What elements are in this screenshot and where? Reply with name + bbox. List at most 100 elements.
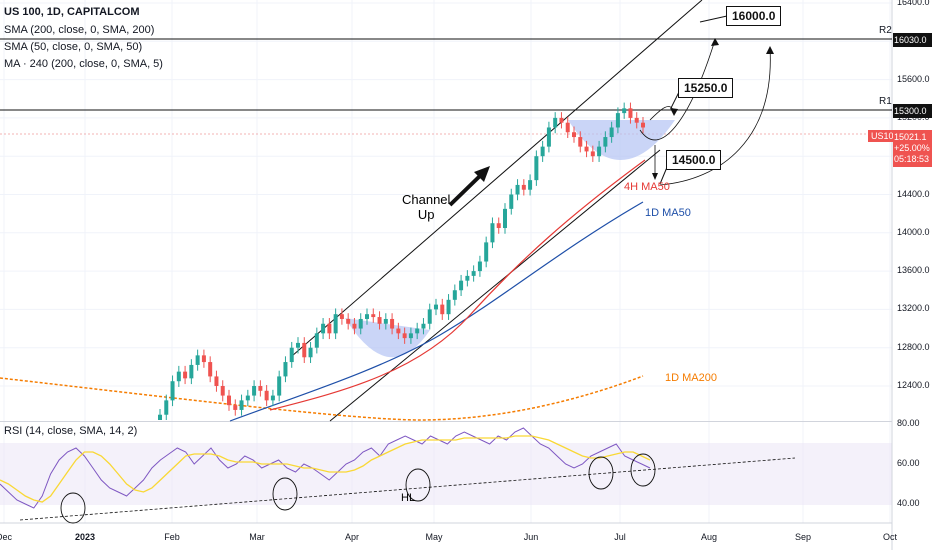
price-tick-label: 12400.0 [897, 380, 930, 390]
candle [615, 113, 620, 128]
candle [572, 132, 576, 138]
candle [408, 333, 413, 339]
candle [553, 117, 558, 128]
candle [220, 386, 225, 396]
candle [390, 318, 395, 329]
ma240-legend[interactable]: MA · 240 (200, close, 0, SMA, 5) [4, 58, 163, 70]
ma200-1d-label: 1D MA200 [665, 372, 717, 384]
candle [452, 290, 457, 300]
channel-lower-line [329, 149, 661, 422]
ma200-legend[interactable]: SMA (200, close, 0, SMA, 200) [4, 24, 155, 36]
r2-price-tag: 16030.0 [893, 33, 932, 47]
candle [164, 400, 169, 415]
arrowhead-2 [766, 46, 774, 54]
callout-pointer-1 [699, 15, 728, 23]
rsi-series [0, 427, 651, 509]
rsi-circle-3 [405, 468, 431, 502]
pattern-fill-1 [345, 318, 430, 358]
candle [503, 208, 507, 229]
candle [308, 347, 313, 358]
candle [590, 151, 595, 157]
rsi-circle-5 [630, 453, 656, 487]
rsi-band [0, 443, 892, 505]
time-tick-label: Feb [164, 532, 180, 542]
candle [641, 122, 645, 128]
channel-label-line1: Channel [402, 192, 451, 207]
candle [421, 323, 426, 329]
rsi-line [0, 427, 651, 509]
candle [597, 146, 602, 157]
rsi-ma-line [0, 435, 651, 503]
candle [201, 355, 206, 363]
candle [603, 137, 608, 147]
time-tick-label: May [425, 532, 443, 542]
candle [609, 127, 614, 138]
candle [214, 376, 219, 386]
projection-arrow-2 [639, 39, 716, 141]
candle [446, 299, 451, 315]
channel-upper-line [291, 0, 703, 357]
candle [559, 117, 564, 123]
projection-arrow-4 [659, 47, 771, 186]
ma50-1d-line [229, 201, 644, 422]
price-tick-label: 13200.0 [897, 303, 930, 314]
candle [521, 184, 526, 190]
candle [358, 318, 363, 329]
channel-arrow-shaft [448, 170, 486, 207]
candle [484, 242, 489, 262]
channel-label-line2: Up [417, 207, 435, 222]
candle [634, 117, 639, 123]
ma50-4h-label: 4H MA50 [624, 181, 670, 193]
candle [264, 390, 269, 401]
time-tick-label: Jun [523, 532, 539, 542]
candle [321, 323, 326, 334]
price-tick-label: 14000.0 [897, 226, 930, 237]
rsi-legend[interactable]: RSI (14, close, SMA, 14, 2) [4, 425, 138, 437]
candle [195, 355, 200, 365]
candle [277, 376, 282, 396]
candle [227, 395, 231, 406]
ma50-legend[interactable]: SMA (50, close, 0, SMA, 50) [4, 41, 143, 53]
candle [296, 342, 300, 348]
candle [314, 333, 319, 348]
price-tick-label: 15600.0 [897, 73, 930, 84]
candle [258, 386, 263, 391]
candle [509, 194, 514, 209]
bar-countdown: 05:18:53 [894, 154, 930, 164]
grid [0, 0, 892, 523]
arrowhead-3 [652, 173, 658, 180]
candle [459, 280, 464, 291]
candle [352, 323, 357, 329]
candle [490, 223, 495, 243]
candle [415, 328, 420, 334]
candle [327, 323, 332, 334]
candle [239, 400, 244, 410]
candle [377, 317, 382, 324]
rsi-trendline [19, 457, 796, 521]
r2-label: R2 [879, 25, 892, 36]
channel-label: Channel Up [402, 192, 450, 222]
candle [333, 314, 338, 334]
candle [170, 381, 175, 401]
target-14500-callout: 14500.0 [666, 150, 722, 170]
time-tick-label: Oct [882, 532, 898, 542]
price-tick-label: 13600.0 [897, 265, 930, 276]
target-15250-callout: 15250.0 [678, 78, 734, 98]
rsi-tick-label: 60.00 [897, 458, 920, 468]
candle [346, 318, 351, 324]
arrowhead-1 [711, 38, 719, 46]
candle [233, 405, 238, 410]
time-tick-label: Dec [0, 532, 13, 542]
candle [283, 362, 288, 377]
time-tick-label: Apr [344, 532, 360, 542]
candle [565, 122, 570, 133]
candle [183, 371, 188, 379]
candle [465, 275, 470, 281]
last-price: 15021.1 [894, 132, 927, 142]
candle [245, 395, 250, 401]
candle [396, 328, 401, 334]
ma200-1d-line [0, 375, 644, 421]
arrowhead-4 [670, 108, 678, 116]
candle [622, 108, 627, 114]
